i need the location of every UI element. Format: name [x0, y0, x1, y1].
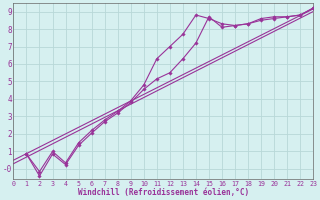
X-axis label: Windchill (Refroidissement éolien,°C): Windchill (Refroidissement éolien,°C) [78, 188, 249, 197]
